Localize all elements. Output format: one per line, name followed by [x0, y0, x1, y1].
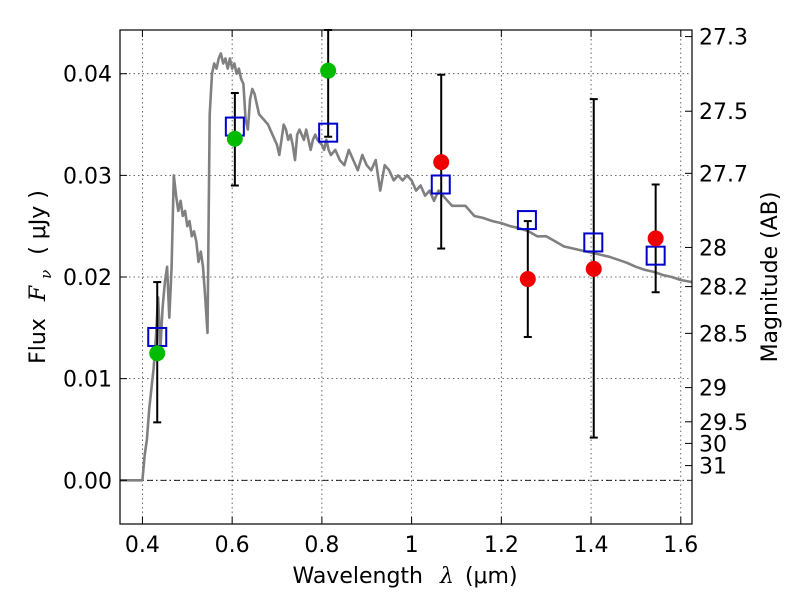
model-point: [516, 210, 537, 231]
observed-point-red: [433, 154, 450, 171]
y-tick-label: 0.00: [63, 469, 112, 494]
x-axis-label: Wavelength λ (μm): [292, 564, 517, 589]
y-axis-label: Flux F ν ( μJy ): [26, 190, 57, 364]
x-tick-label: 1.2: [484, 533, 519, 558]
right-tick-label: 27.7: [699, 162, 748, 187]
right-tick-label: 29: [699, 377, 727, 402]
right-tick-label: 28.2: [699, 276, 748, 301]
x-tick-label: 0.6: [215, 533, 250, 558]
x-tick-label: 1: [405, 533, 419, 558]
spectrum-series: [120, 52, 693, 482]
right-tick-label: 31: [699, 455, 727, 480]
y-tick-label: 0.03: [63, 164, 112, 189]
x-axis-ticks: 0.4 0.6 0.8 1 1.2 1.4 1.6: [125, 30, 698, 558]
y-tick-label: 0.02: [63, 266, 112, 291]
x-tick-label: 1.4: [574, 533, 609, 558]
model-points: [147, 116, 666, 347]
x-tick-label: 1.6: [663, 533, 698, 558]
model-point: [583, 232, 604, 253]
model-point: [645, 245, 666, 266]
spectrum-line: [120, 52, 693, 482]
right-tick-label: 27.5: [699, 100, 748, 125]
model-point: [318, 122, 339, 143]
x-tick-label: 0.8: [304, 533, 339, 558]
observed-point-green: [320, 62, 337, 79]
grid: [120, 30, 692, 524]
right-tick-label: 28: [699, 236, 727, 261]
model-point: [430, 174, 451, 195]
y-tick-label: 0.01: [63, 368, 112, 393]
right-tick-label: 30: [699, 432, 727, 457]
observed-points: [149, 62, 664, 362]
y-axis-ticks: 0.00 0.01 0.02 0.03 0.04: [63, 63, 127, 494]
observed-point-red: [585, 260, 602, 277]
y-tick-label: 0.04: [63, 63, 112, 88]
observed-point-red: [647, 230, 664, 247]
right-tick-label: 28.5: [699, 322, 748, 347]
observed-point-green: [226, 130, 243, 147]
observed-point-green: [149, 345, 166, 362]
x-tick-label: 0.4: [125, 533, 160, 558]
observed-point-red: [519, 271, 536, 288]
right-tick-label: 27.3: [699, 26, 748, 51]
right-axis-label: Magnitude (AB): [758, 192, 783, 363]
right-tick-label: 29.5: [699, 411, 748, 436]
